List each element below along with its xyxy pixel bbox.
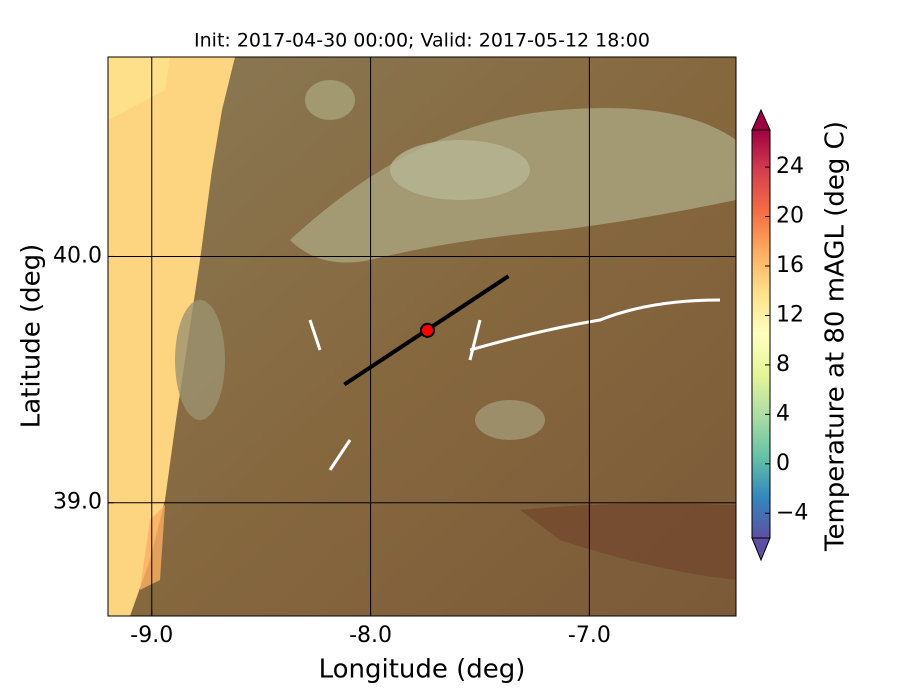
colorbar-tick-label: 24 <box>776 154 804 179</box>
chart-title: Init: 2017-04-30 00:00; Valid: 2017-05-1… <box>194 30 650 52</box>
x-tick-label: -7.0 <box>568 623 611 648</box>
colorbar-tick-label: 12 <box>776 302 804 327</box>
colorbar-tick-label: 0 <box>776 451 790 476</box>
y-axis-label: Latitude (deg) <box>17 244 47 429</box>
x-tick-label: -8.0 <box>349 623 392 648</box>
grid <box>108 57 736 616</box>
colorbar-tick-label: 16 <box>776 253 804 278</box>
point-marker <box>419 322 435 338</box>
map-background <box>108 57 736 616</box>
colorbar-tick-label: 20 <box>776 204 804 229</box>
colorbar-extend-bottom <box>751 537 771 562</box>
colorbar-frame <box>751 129 771 539</box>
x-tick-label: -9.0 <box>130 623 173 648</box>
colorbar-gradient <box>752 130 770 538</box>
colorbar-tick-label: 8 <box>776 352 790 377</box>
plot-frame <box>107 56 737 617</box>
colorbar-label: Temperature at 80 mAGL (deg C) <box>821 121 851 552</box>
colorbar-extend-top <box>751 108 771 131</box>
overlay <box>343 274 510 387</box>
colorbar-tick-label: 4 <box>776 401 790 426</box>
x-axis-label: Longitude (deg) <box>319 655 526 685</box>
y-tick-label: 40.0 <box>53 243 102 268</box>
colorbar: −4 0 4 8 12 16 20 24 <box>751 108 808 562</box>
y-tick-label: 39.0 <box>53 490 102 515</box>
colorbar-tick-label: −4 <box>776 500 808 525</box>
